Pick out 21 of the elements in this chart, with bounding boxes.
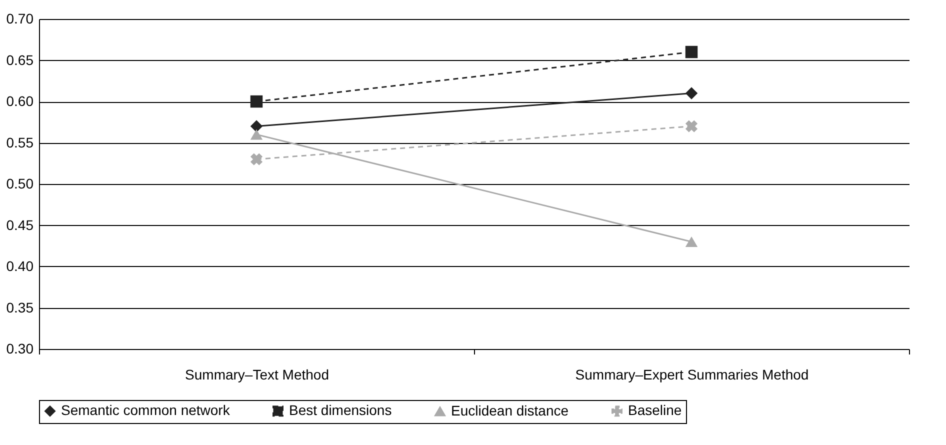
legend-label: Euclidean distance — [451, 402, 569, 418]
legend-label: Semantic common network — [61, 402, 231, 418]
point — [685, 46, 698, 58]
legend-label: Baseline — [628, 402, 682, 418]
x-tick-label: Summary–Text Method — [185, 366, 329, 382]
y-tick-label: 0.55 — [6, 134, 34, 150]
point — [685, 120, 698, 132]
y-tick-label: 0.60 — [6, 93, 34, 109]
y-tick-label: 0.50 — [6, 176, 34, 192]
point — [250, 153, 263, 166]
x-tick-label: Summary–Expert Summaries Method — [575, 366, 809, 382]
y-tick-label: 0.45 — [6, 216, 34, 233]
y-tick-label: 0.65 — [6, 52, 34, 68]
point — [250, 95, 263, 108]
y-tick-label: 0.70 — [6, 10, 34, 26]
y-tick-label: 0.35 — [6, 299, 34, 316]
point — [685, 87, 698, 100]
point — [250, 120, 263, 132]
y-tick-label: 0.30 — [6, 340, 34, 356]
y-tick-label: 0.40 — [6, 258, 34, 274]
legend-label: Best dimensions — [289, 402, 392, 418]
